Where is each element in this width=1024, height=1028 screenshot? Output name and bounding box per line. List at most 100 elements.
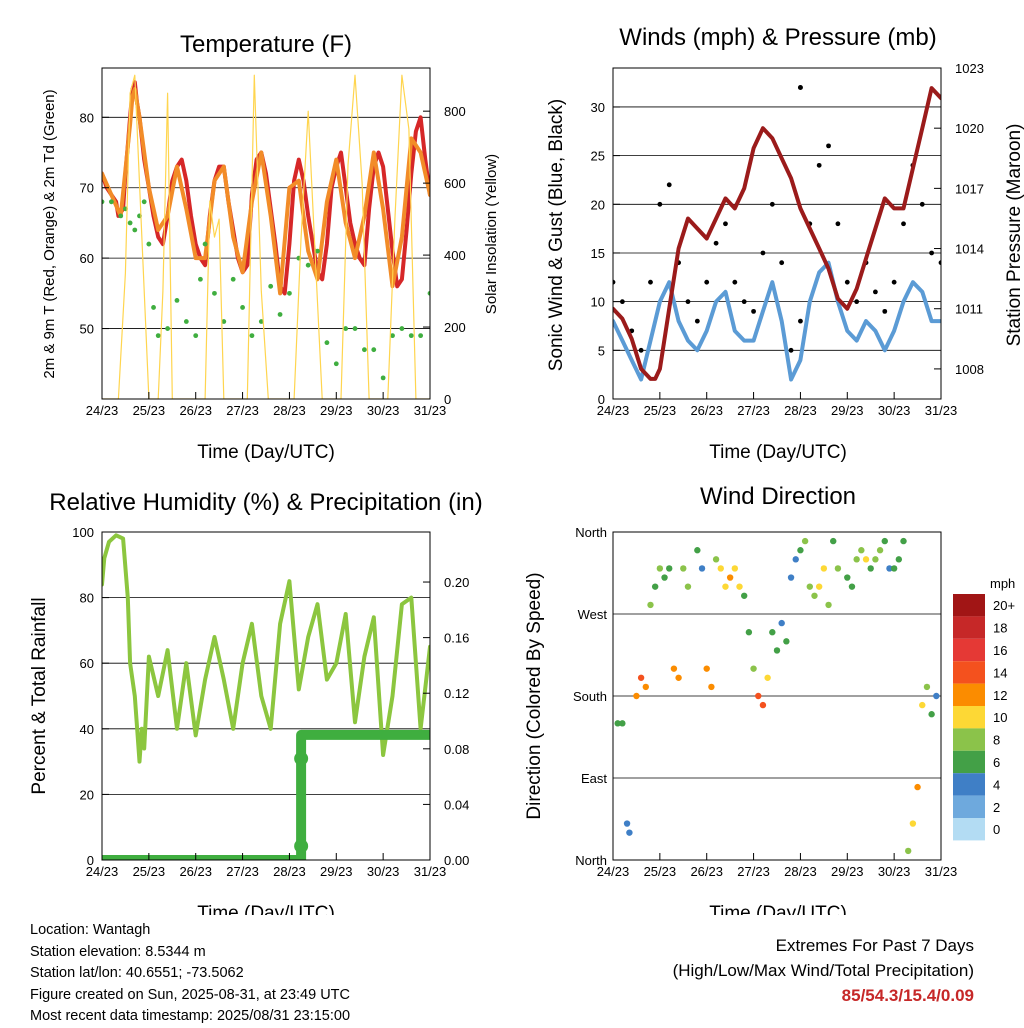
y-tick-label: 50	[80, 322, 94, 337]
series-0-point	[798, 318, 803, 324]
series-0-point	[891, 279, 897, 285]
direction-point	[778, 619, 785, 627]
colorbar-swatch	[953, 795, 985, 818]
plot-area	[613, 84, 941, 399]
direction-point	[726, 574, 734, 581]
colorbar-label: 10	[993, 710, 1007, 725]
plot-area	[102, 74, 430, 399]
series-0-point	[826, 143, 831, 149]
temperature-xlabel: Time (Day/UTC)	[197, 442, 335, 463]
y2-tick-label: 0.12	[444, 686, 469, 701]
direction-point	[933, 692, 940, 700]
series-2-point	[418, 333, 424, 339]
direction-point	[815, 583, 823, 590]
figure-canvas: Temperature (F) Time (Day/UTC) 2m & 9m T…	[29, 24, 1024, 915]
direction-point	[797, 547, 804, 554]
direction-point	[647, 601, 654, 609]
x-tick-label: 26/23	[179, 403, 212, 418]
series-2-point	[230, 276, 236, 282]
series-0-point	[713, 240, 719, 246]
direction-point	[764, 674, 771, 681]
series-2-point	[268, 283, 274, 289]
x-tick-label: 30/23	[367, 403, 400, 418]
y-tick-label: 40	[80, 722, 94, 737]
x-tick-label: 26/23	[690, 403, 723, 418]
colorbar-label: 0	[993, 822, 1000, 837]
direction-point	[853, 556, 860, 563]
direction-point	[708, 683, 715, 691]
series-2-point	[102, 199, 105, 205]
series-0-point	[844, 279, 850, 285]
colorbar-label: 14	[993, 665, 1007, 680]
direction-point	[666, 565, 673, 572]
wind-direction-panel: Wind Direction Time (Day/UTC) Direction …	[524, 483, 1015, 915]
x-tick-label: 24/23	[597, 864, 630, 879]
series-0-point	[769, 201, 775, 207]
x-tick-label: 25/23	[133, 864, 166, 879]
y-tick-label: North	[575, 525, 607, 540]
info-recent: Most recent data timestamp: 2025/08/31 2…	[30, 1008, 351, 1024]
precip-point	[294, 839, 309, 854]
series-0-point	[723, 221, 728, 227]
colorbar-swatch	[953, 728, 985, 751]
series-2-point	[155, 333, 161, 339]
info-created: Figure created on Sun, 2025-08-31, at 23…	[30, 986, 350, 1003]
x-tick-label: 26/23	[690, 864, 723, 879]
y2-tick-label: 0.08	[444, 742, 469, 757]
x-tick-label: 30/23	[367, 864, 400, 879]
series-2-point	[258, 319, 264, 324]
series-0-point	[741, 299, 747, 305]
x-tick-label: 31/23	[925, 403, 958, 418]
direction-point	[741, 592, 748, 599]
humidity-panel: Relative Humidity (%) & Precipitation (i…	[29, 489, 483, 915]
series-2-point	[141, 199, 147, 205]
plot-area	[102, 532, 430, 860]
series-2-point	[408, 333, 414, 339]
series-2-line	[613, 86, 941, 381]
direction-point	[905, 847, 912, 855]
direction-point	[811, 592, 818, 599]
y2-tick-label: 400	[444, 248, 466, 263]
x-tick-label: 24/23	[86, 403, 119, 418]
extremes-box: Extremes For Past 7 Days (High/Low/Max W…	[673, 933, 974, 1008]
series-2-point	[127, 220, 133, 226]
direction-point	[651, 583, 659, 590]
series-2-point	[399, 326, 405, 331]
direction-point	[806, 583, 813, 590]
series-0-point	[873, 289, 878, 295]
winds-xlabel: Time (Day/UTC)	[709, 442, 847, 463]
series-0-point	[657, 201, 663, 207]
plot-frame	[612, 531, 942, 861]
series-2-point	[371, 347, 377, 353]
colorbar-label: 6	[993, 755, 1000, 770]
direction-point	[736, 583, 743, 590]
series-0-line	[102, 533, 430, 764]
x-tick-label: 24/23	[86, 864, 119, 879]
x-tick-label: 28/23	[273, 864, 306, 879]
extremes-values: 85/54.3/15.4/0.09	[841, 986, 974, 1005]
direction-point	[670, 665, 678, 672]
x-tick-label: 25/23	[133, 403, 166, 418]
direction-point	[876, 547, 884, 554]
winds-panel: Winds (mph) & Pressure (mb) Time (Day/UT…	[546, 24, 1024, 463]
direction-point	[792, 556, 799, 563]
colorbar-swatch	[953, 683, 985, 706]
series-2-point	[151, 305, 156, 310]
colorbar-label: 20+	[993, 598, 1015, 613]
series-2-point	[183, 319, 189, 324]
y-tick-label: 20	[591, 197, 605, 212]
series-0-point	[666, 182, 672, 188]
series-2-point	[212, 290, 217, 296]
y-tick-label: West	[578, 607, 608, 622]
direction-point	[745, 629, 753, 636]
x-tick-label: 29/23	[831, 403, 864, 418]
direction-point	[684, 583, 692, 590]
direction-point	[787, 574, 795, 581]
direction-point	[694, 547, 701, 554]
series-0-point	[882, 308, 888, 314]
info-latlon: Station lat/lon: 40.6551; -73.5062	[30, 965, 244, 981]
x-tick-label: 27/23	[737, 864, 770, 879]
x-tick-label: 26/23	[179, 864, 212, 879]
y2-tick-label: 200	[444, 320, 466, 335]
colorbar-swatch	[953, 773, 985, 796]
